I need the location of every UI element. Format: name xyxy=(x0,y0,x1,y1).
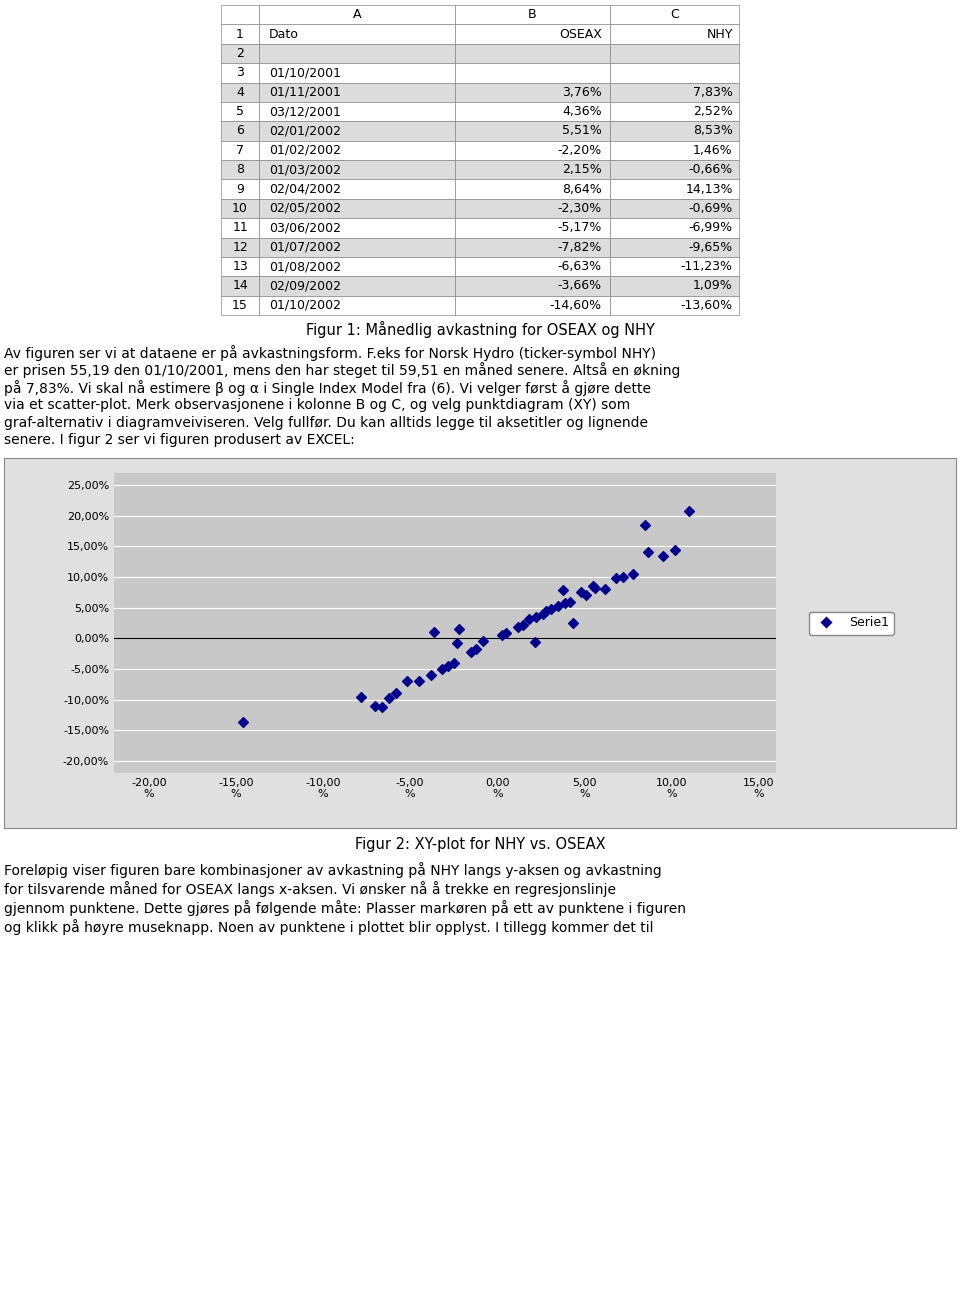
Point xyxy=(516,615,531,636)
Point xyxy=(475,630,491,651)
Point xyxy=(511,617,526,638)
Point xyxy=(667,540,683,561)
Text: for tilsvarende måned for OSEAX langs x-aksen. Vi ønsker nå å trekke en regresjo: for tilsvarende måned for OSEAX langs x-… xyxy=(4,880,616,898)
Point xyxy=(451,619,467,640)
Point xyxy=(640,541,656,562)
Point xyxy=(353,687,369,708)
Point xyxy=(494,625,510,646)
Point xyxy=(539,600,554,621)
Point xyxy=(426,621,442,642)
Point xyxy=(374,696,390,717)
Point xyxy=(446,653,462,674)
Point xyxy=(637,515,653,536)
Point xyxy=(527,632,542,653)
Point xyxy=(441,655,456,676)
Point xyxy=(579,584,594,605)
Point xyxy=(381,688,396,709)
Point xyxy=(563,591,578,612)
Point xyxy=(235,711,251,732)
Text: via et scatter-plot. Merk observasjonene i kolonne B og C, og velg punktdiagram : via et scatter-plot. Merk observasjonene… xyxy=(4,397,631,412)
Point xyxy=(399,671,415,692)
Point xyxy=(389,683,404,704)
Point xyxy=(434,658,449,679)
Point xyxy=(615,567,631,588)
Text: Foreløpig viser figuren bare kombinasjoner av avkastning på NHY langs y-aksen og: Foreløpig viser figuren bare kombinasjon… xyxy=(4,862,661,878)
Text: Figur 2: XY-plot for NHY vs. OSEAX: Figur 2: XY-plot for NHY vs. OSEAX xyxy=(354,837,606,851)
Point xyxy=(423,665,439,686)
Point xyxy=(464,641,479,662)
Point xyxy=(597,579,612,600)
Text: Av figuren ser vi at dataene er på avkastningsform. F.eks for Norsk Hydro (ticke: Av figuren ser vi at dataene er på avkas… xyxy=(4,345,656,361)
Point xyxy=(543,599,559,620)
Text: senere. I figur 2 ser vi figuren produsert av EXCEL:: senere. I figur 2 ser vi figuren produse… xyxy=(4,433,355,447)
Point xyxy=(411,671,426,692)
Point xyxy=(608,567,623,588)
Point xyxy=(528,607,543,628)
Point xyxy=(468,638,484,659)
Point xyxy=(550,596,565,617)
Text: er prisen 55,19 den 01/10/2001, mens den har steget til 59,51 en måned senere. A: er prisen 55,19 den 01/10/2001, mens den… xyxy=(4,362,681,379)
Point xyxy=(626,563,641,584)
Point xyxy=(588,578,603,599)
Text: Figur 1: Månedlig avkastning for OSEAX og NHY: Figur 1: Månedlig avkastning for OSEAX o… xyxy=(305,321,655,337)
Text: og klikk på høyre museknapp. Noen av punktene i plottet blir opplyst. I tillegg : og klikk på høyre museknapp. Noen av pun… xyxy=(4,919,654,934)
Legend: Serie1: Serie1 xyxy=(808,612,894,634)
Point xyxy=(521,608,537,629)
Text: graf-alternativ i diagramveiviseren. Velg fullfør. Du kan alltids legge til akse: graf-alternativ i diagramveiviseren. Vel… xyxy=(4,416,648,430)
Point xyxy=(368,695,383,716)
Point xyxy=(449,632,465,653)
Point xyxy=(573,582,588,603)
Point xyxy=(558,592,573,613)
Point xyxy=(498,622,514,644)
Text: på 7,83%. Vi skal nå estimere β og α i Single Index Model fra (6). Vi velger før: på 7,83%. Vi skal nå estimere β og α i S… xyxy=(4,380,651,396)
Point xyxy=(535,603,550,624)
Point xyxy=(682,500,697,521)
Point xyxy=(655,545,670,566)
Point xyxy=(586,575,601,596)
Point xyxy=(565,612,581,633)
Text: gjennom punktene. Dette gjøres på følgende måte: Plasser markøren på ett av punk: gjennom punktene. Dette gjøres på følgen… xyxy=(4,900,686,916)
Point xyxy=(555,580,570,601)
